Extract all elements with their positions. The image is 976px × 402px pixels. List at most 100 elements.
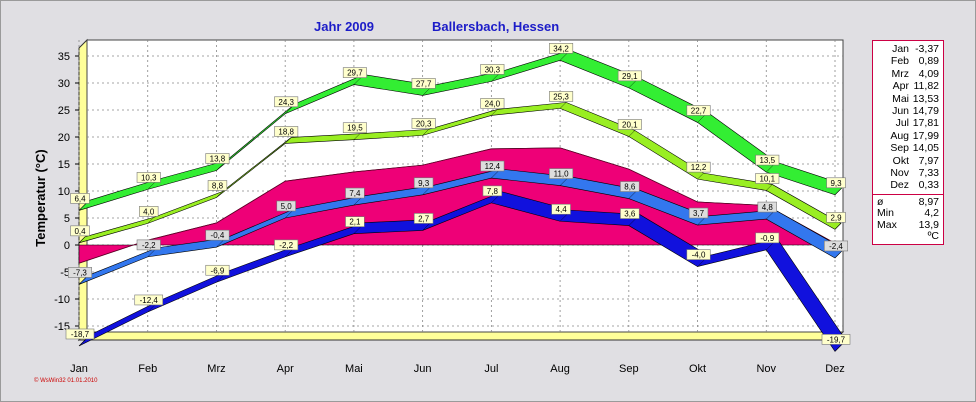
data-label-box xyxy=(136,239,161,251)
data-label-box xyxy=(686,161,711,173)
data-label-box xyxy=(826,177,846,189)
data-label: -6,9 xyxy=(211,266,225,275)
data-label: 22,7 xyxy=(691,106,707,115)
data-label: 8,6 xyxy=(624,183,636,192)
data-label: -0,4 xyxy=(211,231,225,240)
legend-value: 13,53 xyxy=(912,92,939,105)
legend-row: Sep 14,05 xyxy=(877,142,939,154)
data-label: 0,4 xyxy=(74,227,86,236)
legend-value: 7,33 xyxy=(918,167,939,180)
data-label-box xyxy=(207,180,228,191)
data-label-box xyxy=(755,232,780,244)
mean-max-series-seg xyxy=(78,236,86,243)
legend-row: Nov 7,33 xyxy=(877,167,939,179)
data-label: 7,4 xyxy=(349,189,361,198)
data-label-box xyxy=(274,96,299,108)
legend-row: Aug 17,99 xyxy=(877,130,939,142)
mean-max-series-seg xyxy=(353,133,361,140)
data-label-box xyxy=(823,240,848,252)
legend-value: 4,09 xyxy=(918,67,939,80)
x-tick-label: Jun xyxy=(414,363,432,375)
data-label-box xyxy=(617,119,642,130)
x-tick-label: Nov xyxy=(756,363,776,375)
data-label-box xyxy=(274,126,299,137)
x-tick-label: Feb xyxy=(138,363,157,375)
data-label: 27,7 xyxy=(416,79,432,88)
data-label: -2,2 xyxy=(142,241,156,250)
data-label-box xyxy=(549,168,574,179)
mean-max-series-seg xyxy=(147,217,154,224)
data-label-box xyxy=(136,172,161,183)
chart-subtitle: Ballersbach, Hessen xyxy=(432,19,559,34)
data-label-box xyxy=(342,122,367,133)
chart-title: Jahr 2009 xyxy=(314,19,374,34)
data-label-box xyxy=(688,207,709,219)
x-axis: Jan Feb Mrz Apr Mai Jun Jul Aug Sep Okt Nov Dez xyxy=(70,363,845,375)
legend-row: Jun 14,79 xyxy=(877,105,939,117)
legend-month: Okt xyxy=(892,154,909,167)
data-label: 2,1 xyxy=(349,218,361,227)
data-label-box xyxy=(411,78,436,89)
data-label-box xyxy=(205,229,230,241)
mean-max-series xyxy=(77,102,842,244)
y-tick-label: 30 xyxy=(58,78,70,90)
x-tick-label: Mai xyxy=(345,363,363,375)
legend-value: 14,79 xyxy=(912,105,939,118)
data-label: -2,2 xyxy=(279,241,293,250)
legend-value: 14,05 xyxy=(912,142,939,155)
data-label: 29,7 xyxy=(347,69,363,78)
data-label-box xyxy=(757,201,777,213)
y-tick-label: 25 xyxy=(58,105,70,117)
legend-month: Nov xyxy=(890,167,909,180)
mean-max-series-seg xyxy=(766,184,773,191)
data-label: 12,4 xyxy=(485,162,501,171)
data-label: -7,3 xyxy=(73,268,87,277)
legend-stat-key: Max xyxy=(877,218,897,231)
data-label-box xyxy=(480,64,505,75)
data-label: 2,7 xyxy=(418,214,430,223)
legend-months: Jan -3,37 Feb 0,89 Mrz 4,09 Apr 11,82 Mai 13,53 Ju… xyxy=(873,41,943,194)
legend-value: -3,37 xyxy=(915,43,939,55)
data-label: -4,0 xyxy=(692,251,706,260)
y-tick-label: -5 xyxy=(60,267,70,279)
legend-stat-value: 4,2 xyxy=(924,207,939,220)
legend-month: Feb xyxy=(890,55,909,68)
data-label-box xyxy=(826,212,846,223)
data-label: -19,7 xyxy=(827,335,846,344)
data-label-box xyxy=(551,203,571,215)
legend-stat-key: Min xyxy=(877,207,894,220)
legend-month: Sep xyxy=(890,142,909,155)
mean-max-series-seg xyxy=(422,129,429,136)
data-label-box xyxy=(274,239,299,251)
data-label: 25,3 xyxy=(553,92,569,101)
legend-row: Okt 7,97 xyxy=(877,155,939,167)
x-tick-label: Mrz xyxy=(207,363,225,375)
x-tick-label: Jul xyxy=(484,363,498,375)
data-label-box xyxy=(345,216,365,227)
data-label: 13,8 xyxy=(210,154,226,163)
data-label-box xyxy=(620,181,640,192)
data-label: 3,7 xyxy=(693,209,705,218)
legend-row: Apr 11,82 xyxy=(877,80,939,92)
legend-value: 7,97 xyxy=(918,154,939,167)
legend-month: Mrz xyxy=(891,67,910,80)
data-label: 10,3 xyxy=(141,173,157,182)
legend-value: 17,81 xyxy=(912,117,939,130)
data-label: 9,3 xyxy=(830,179,842,188)
floor xyxy=(77,331,845,341)
mean-max-series-seg xyxy=(559,102,567,109)
legend-row: Mai 13,53 xyxy=(877,93,939,105)
data-label: 11,0 xyxy=(554,170,570,179)
legend-month: Jun xyxy=(892,105,909,118)
data-label-box xyxy=(139,206,159,217)
data-label-box xyxy=(686,249,711,260)
data-label-box xyxy=(549,91,574,102)
data-label-box xyxy=(617,70,642,82)
monthly-mean-legend: Jan -3,37 Feb 0,89 Mrz 4,09 Apr 11,82 Mai 13,53 Ju… xyxy=(872,40,944,246)
data-label-box xyxy=(68,267,93,278)
legend-value: 0,89 xyxy=(918,55,939,68)
data-label-box xyxy=(70,193,90,204)
x-tick-label: Apr xyxy=(277,363,294,375)
